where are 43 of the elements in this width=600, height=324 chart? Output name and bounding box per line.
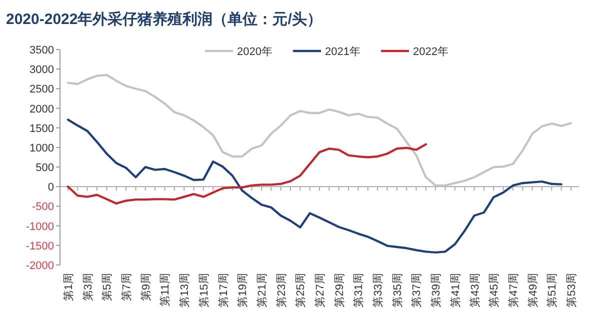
- x-tick-label: 第47周: [508, 273, 520, 308]
- x-tick-label: 第19周: [237, 273, 250, 308]
- x-tick-label: 第39周: [430, 273, 443, 308]
- x-tick-label: 第7周: [121, 273, 134, 302]
- legend-label: 2020年: [237, 46, 272, 58]
- x-tick-label: 第3周: [82, 273, 94, 302]
- y-tick-label: 3500: [30, 44, 54, 56]
- x-tick-label: 第5周: [102, 273, 114, 302]
- x-tick-label: 第29周: [334, 273, 346, 308]
- y-tick-label: -2000: [26, 260, 54, 272]
- x-tick-label: 第37周: [411, 273, 424, 308]
- y-tick-label: 500: [36, 162, 54, 174]
- y-tick-label: 0: [48, 182, 54, 194]
- x-tick-label: 第35周: [392, 273, 404, 308]
- x-tick-label: 第51周: [546, 273, 559, 308]
- x-tick-label: 第43周: [469, 273, 482, 308]
- x-tick-label: 第53周: [566, 273, 578, 308]
- y-tick-label: 2500: [30, 84, 54, 96]
- y-tick-label: 1500: [30, 122, 54, 135]
- x-tick-label: 第45周: [488, 273, 501, 308]
- chart-title: 2020-2022年外采仔猪养殖利润（单位：元/头）: [6, 10, 322, 28]
- x-tick-label: 第25周: [295, 273, 308, 308]
- x-tick-label: 第49周: [527, 273, 540, 308]
- x-tick-label: 第21周: [256, 273, 268, 308]
- y-tick-label: 3000: [30, 64, 54, 76]
- y-tick-label: 2000: [30, 103, 54, 116]
- x-tick-label: 第11周: [160, 273, 172, 306]
- x-tick-label: 第33周: [372, 273, 385, 308]
- x-tick-label: 第1周: [63, 273, 75, 302]
- y-tick-label: 1000: [30, 142, 54, 154]
- x-tick-label: 第17周: [218, 273, 230, 308]
- x-tick-label: 第15周: [198, 273, 210, 308]
- x-tick-label: 第27周: [314, 273, 326, 308]
- x-tick-label: 第9周: [140, 273, 152, 302]
- x-tick-label: 第13周: [179, 273, 192, 308]
- x-tick-label: 第41周: [450, 273, 462, 308]
- x-tick-label: 第31周: [353, 273, 366, 308]
- y-tick-label: -500: [32, 201, 54, 214]
- x-tick-label: 第23周: [276, 273, 288, 308]
- y-tick-label: -1500: [26, 240, 54, 252]
- y-tick-label: -1000: [26, 220, 54, 233]
- legend-label: 2022年: [413, 46, 448, 58]
- legend-label: 2021年: [325, 46, 360, 58]
